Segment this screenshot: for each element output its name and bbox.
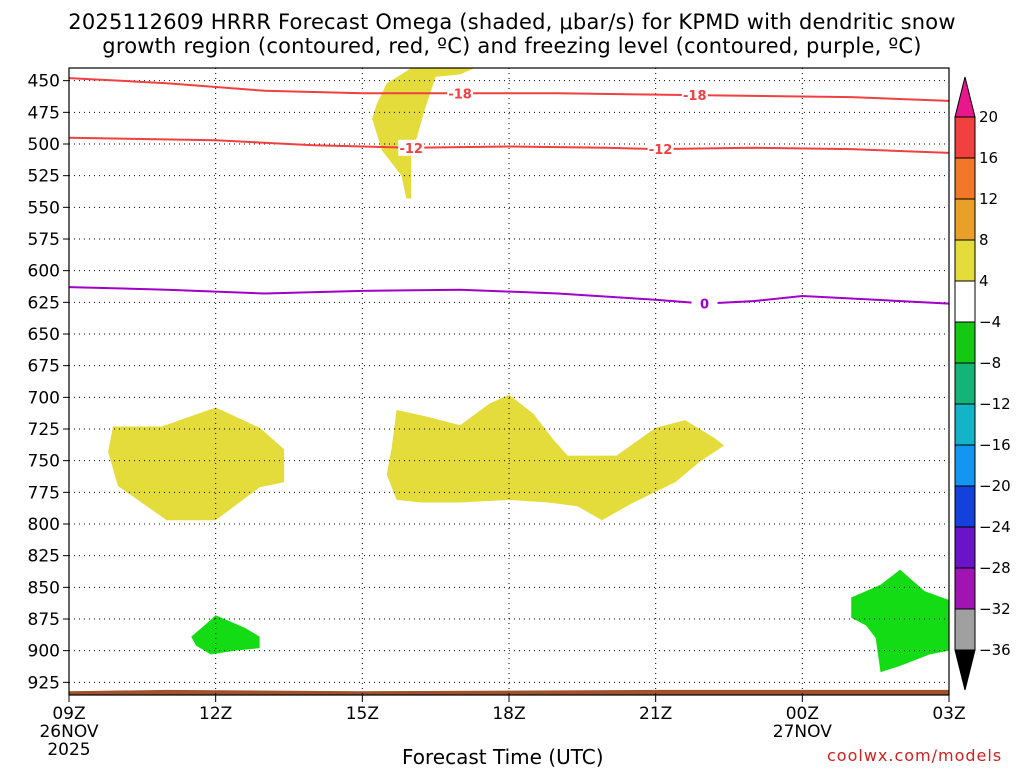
y-tick-label-525: 525 [28,167,60,187]
shaded-region-3 [191,615,260,655]
y-tick-label-875: 875 [28,610,60,630]
y-tick-label-750: 750 [28,452,60,472]
colorbar-label-5: −4 [979,313,1001,331]
contour-line-0 [68,77,950,102]
colorbar-band-3 [954,239,976,282]
colorbar: 20 16 12 8 4 −4 −8 −12 −16 −20 −24 −28 −32 −36 [954,76,1011,691]
x-tick-label-00Z: 00Z [786,704,819,724]
colorbar-band-1 [954,157,976,200]
colorbar-label-3: 8 [979,231,989,249]
y-tick-label-725: 725 [28,420,60,440]
x-date-label-00Z: 27NOV [773,722,832,742]
contour-label-bg-1-1 [647,141,674,158]
y-tick-label-625: 625 [28,293,60,313]
colorbar-label-1: 16 [979,149,998,167]
x-tick-label-15Z: 15Z [346,704,379,724]
contour-label-1-1: -12 [649,143,673,158]
y-tick-label-775: 775 [28,483,60,503]
y-tick-label-850: 850 [28,578,60,598]
colorbar-bottom-arrow [954,649,976,691]
contour-label-2-0: 0 [700,298,709,313]
y-tick-label-550: 550 [28,198,60,218]
colorbar-top-arrow [954,76,976,118]
omega-shaded-regions [69,68,949,695]
y-tick-label-800: 800 [28,515,60,535]
colorbar-label-12: −32 [979,600,1011,618]
shaded-region-0 [372,68,475,199]
colorbar-band-12 [954,608,976,651]
x-tick-label-03Z: 03Z [932,704,965,724]
colorbar-label-13: −36 [979,641,1011,659]
colorbar-band-6 [954,362,976,405]
y-tick-label-900: 900 [28,642,60,662]
colorbar-band-4 [954,280,976,323]
y-tick-label-600: 600 [28,262,60,282]
x-tick-label-12Z: 12Z [199,704,232,724]
x-axis-title: Forecast Time (UTC) [402,745,604,769]
colorbar-band-5 [954,321,976,364]
contour-label-0-0: -18 [448,87,472,102]
shaded-region-4 [851,569,949,673]
colorbar-label-8: −16 [979,436,1011,454]
contour-line-1 [68,136,950,154]
colorbar-band-10 [954,526,976,569]
grid-lines [68,68,950,695]
contour-label-1-0: -12 [399,142,423,157]
y-tick-label-700: 700 [28,388,60,408]
y-tick-label-500: 500 [28,135,60,155]
x-date-label-09Z: 26NOV [39,722,98,742]
contour-line-2 [68,286,950,305]
contour-label-0-1: -18 [683,89,707,104]
colorbar-band-0 [954,116,976,159]
site-credit: coolwx.com/models [827,746,1003,765]
y-tick-label-825: 825 [28,547,60,567]
y-tick-label-575: 575 [28,230,60,250]
colorbar-label-2: 12 [979,190,998,208]
shaded-region-1 [108,407,285,521]
y-tick-label-475: 475 [28,103,60,123]
chart-title-line-2: growth region (contoured, red, ºC) and f… [102,34,922,58]
shaded-region-5 [69,689,949,695]
colorbar-label-0: 20 [979,108,998,126]
colorbar-label-10: −24 [979,518,1011,536]
contour-label-bg-2-0 [691,295,718,312]
x-tick-label-18Z: 18Z [492,704,525,724]
y-tick-label-650: 650 [28,325,60,345]
contour-label-bg-0-1 [681,87,708,104]
contour-label-bg-0-0 [447,85,474,102]
shaded-region-2 [386,394,725,521]
colorbar-band-2 [954,198,976,241]
colorbar-label-7: −12 [979,395,1011,413]
x-tick-label-09Z: 09Z [52,704,85,724]
colorbar-band-11 [954,567,976,610]
contour-label-bg-1-0 [398,139,425,156]
plot-frame [68,67,950,696]
colorbar-band-8 [954,444,976,487]
y-tick-label-675: 675 [28,357,60,377]
colorbar-label-9: −20 [979,477,1011,495]
colorbar-label-11: −28 [979,559,1011,577]
x-year-label: 2025 [47,740,90,760]
colorbar-label-4: 4 [979,272,989,290]
y-tick-label-450: 450 [28,72,60,92]
colorbar-band-7 [954,403,976,446]
y-tick-label-925: 925 [28,673,60,693]
colorbar-band-9 [954,485,976,528]
x-tick-label-21Z: 21Z [639,704,672,724]
y-axis: 450 475 500 525 550 575 600 625 650 675 700 725 750 7… [28,72,69,693]
colorbar-label-6: −8 [979,354,1001,372]
contour-lines: -18 -18 -12 -12 0 [68,77,950,313]
chart-title-line-1: 2025112609 HRRR Forecast Omega (shaded, … [68,10,956,34]
